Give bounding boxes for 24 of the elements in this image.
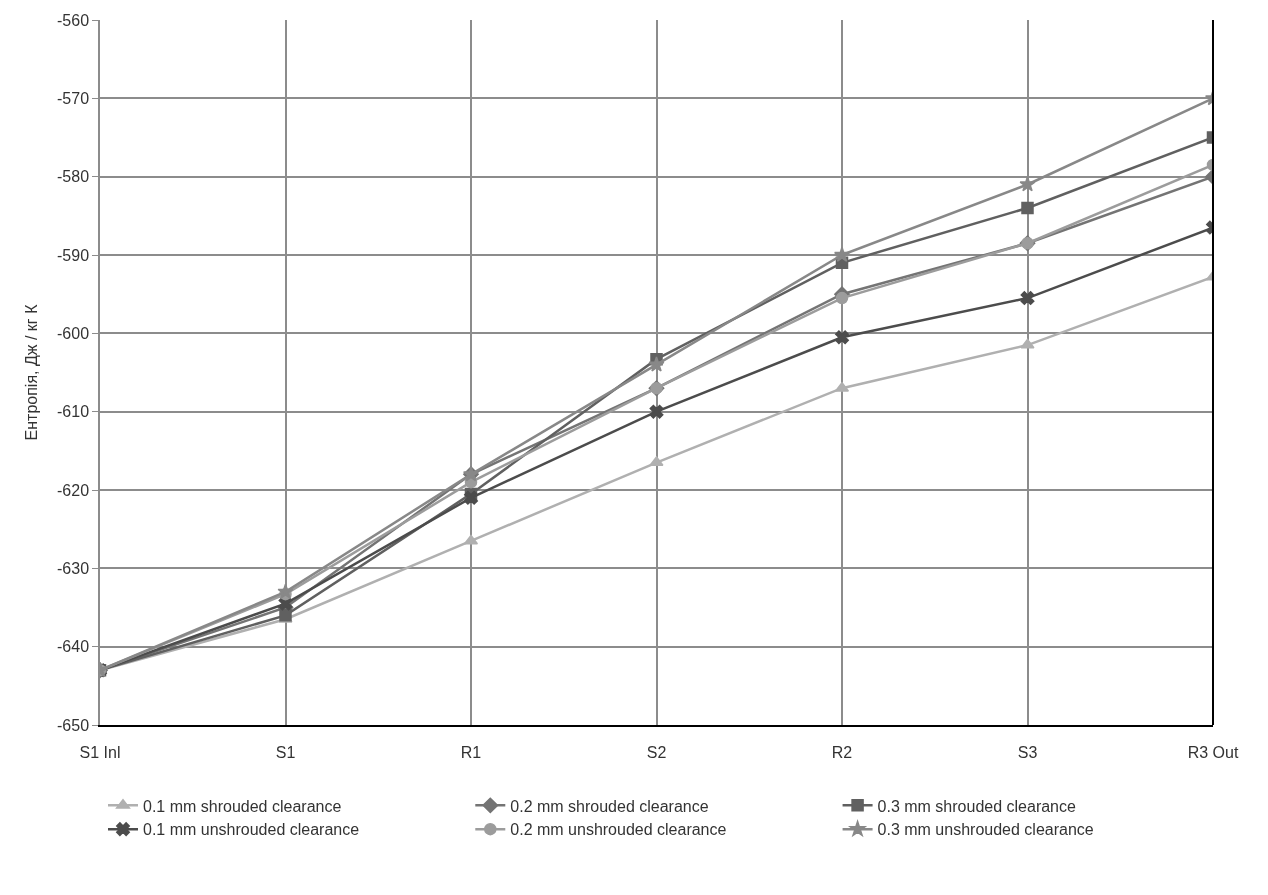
x-tick-label: R2 — [831, 744, 853, 762]
legend-label: 0.1 mm unshrouded clearance — [143, 821, 360, 839]
legend-label: 0.2 mm shrouded clearance — [510, 797, 709, 815]
x-tick-label: R1 — [460, 744, 482, 762]
x-tick-label: S1 Inl — [79, 744, 121, 762]
y-tick-label: -650 — [57, 716, 90, 734]
y-tick-label: -580 — [57, 168, 90, 186]
legend-label: 0.3 mm shrouded clearance — [877, 797, 1077, 815]
y-axis-title: Ентропія, Дж / кг К — [23, 303, 41, 441]
x-tick-label: S3 — [1017, 744, 1038, 762]
y-tick-label: -640 — [57, 638, 90, 656]
y-tick-label: -560 — [57, 11, 90, 29]
y-tick-label: -610 — [57, 403, 90, 421]
y-tick-label: -600 — [57, 324, 90, 342]
y-tick-label: -570 — [57, 89, 90, 107]
legend-label: 0.1 mm shrouded clearance — [143, 797, 342, 815]
legend-label: 0.2 mm unshrouded clearance — [510, 821, 727, 839]
y-tick-label: -590 — [57, 246, 90, 264]
legend-label: 0.3 mm unshrouded clearance — [877, 821, 1094, 839]
y-tick-label: -630 — [57, 559, 90, 577]
x-tick-label: S1 — [275, 744, 296, 762]
y-tick-label: -620 — [57, 481, 90, 499]
x-tick-label: R3 Out — [1187, 744, 1239, 762]
x-tick-label: S2 — [646, 744, 667, 762]
